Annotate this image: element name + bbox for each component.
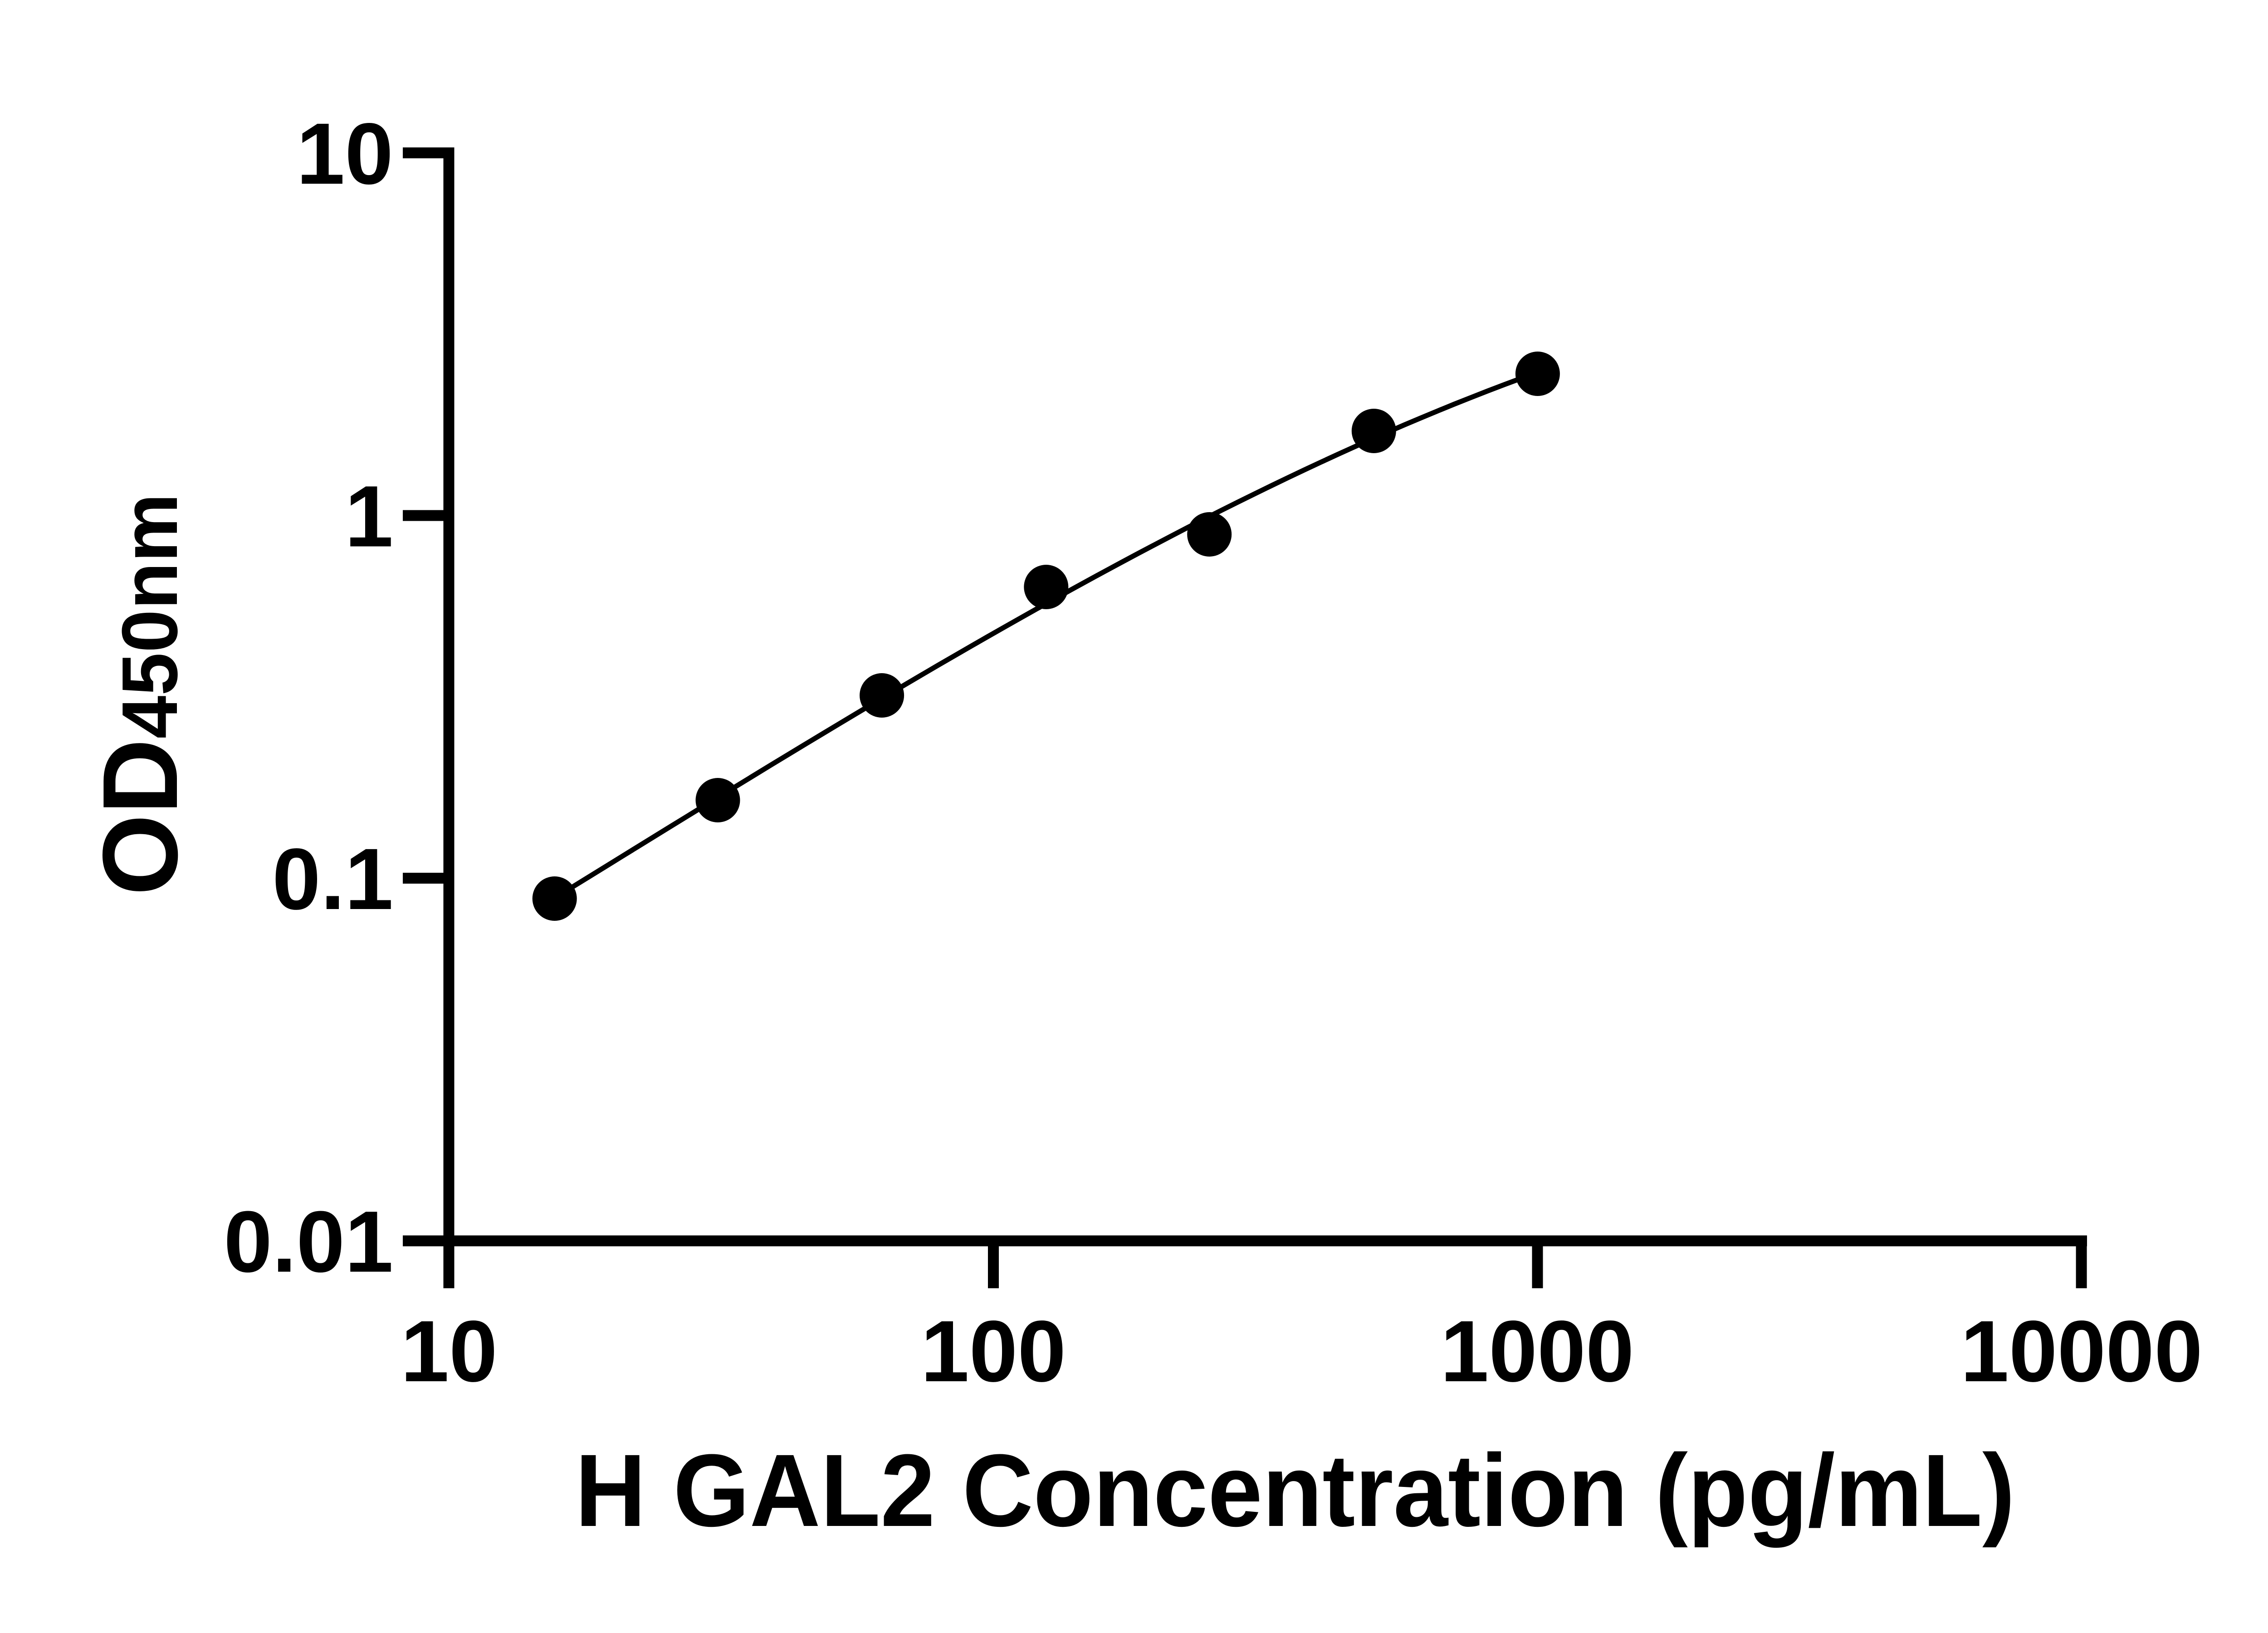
svg-text:H GAL2 Concentration (pg/mL): H GAL2 Concentration (pg/mL) [575, 1433, 2015, 1548]
svg-text:10: 10 [296, 105, 393, 202]
svg-text:10: 10 [401, 1302, 498, 1400]
svg-text:100: 100 [921, 1302, 1066, 1400]
svg-text:10000: 10000 [1960, 1302, 2203, 1400]
svg-text:OD450nm: OD450nm [81, 494, 200, 896]
svg-text:0.1: 0.1 [272, 830, 393, 928]
svg-text:1000: 1000 [1440, 1302, 1634, 1400]
svg-text:1: 1 [345, 468, 393, 565]
svg-text:0.01: 0.01 [224, 1193, 393, 1291]
